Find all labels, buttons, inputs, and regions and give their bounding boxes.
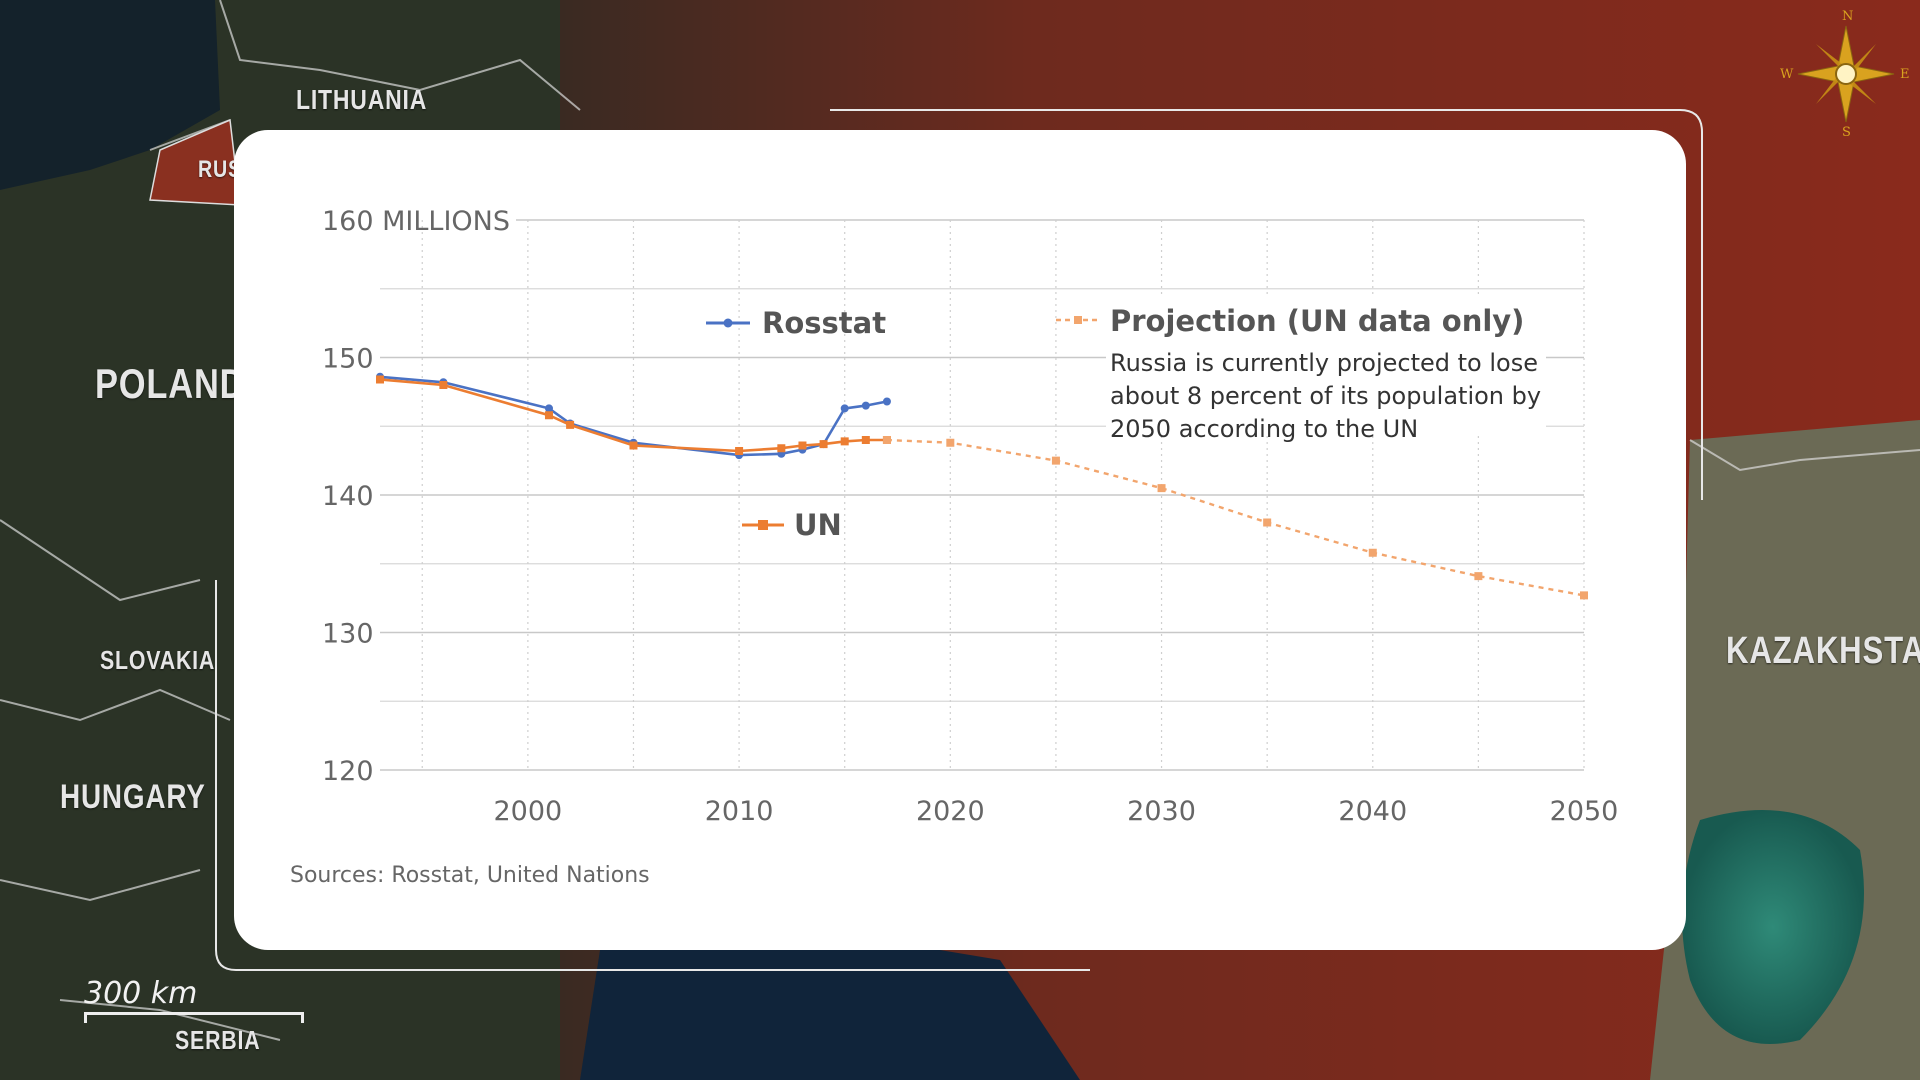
un-point bbox=[376, 375, 384, 384]
label-russia-exclave: RUS bbox=[198, 156, 243, 183]
un-point bbox=[629, 441, 638, 450]
un-point bbox=[439, 381, 448, 389]
un-point bbox=[735, 447, 744, 455]
rosstat-point bbox=[861, 401, 870, 410]
caspian-sea bbox=[1682, 810, 1864, 1044]
un-point bbox=[798, 441, 807, 450]
x-tick-label: 2030 bbox=[1127, 796, 1196, 827]
un-point bbox=[544, 411, 553, 420]
frame-line-top bbox=[830, 109, 1703, 500]
x-tick-label: 2050 bbox=[1550, 796, 1619, 827]
x-tick-label: 2020 bbox=[916, 796, 985, 827]
y-tick-label: 120 bbox=[322, 756, 374, 787]
projection-point bbox=[1051, 456, 1060, 465]
compass-n: N bbox=[1842, 9, 1853, 24]
x-tick-label: 2010 bbox=[705, 796, 774, 827]
compass-rose-icon: N E S W bbox=[1780, 9, 1910, 138]
projection-point bbox=[1368, 548, 1377, 557]
un-point bbox=[840, 437, 849, 446]
y-tick-label: 140 bbox=[322, 481, 374, 512]
border-lines bbox=[0, 0, 1920, 1041]
legend-projection-bg bbox=[1106, 296, 1546, 436]
series-line-projection-un-data-only- bbox=[886, 438, 1585, 597]
rosstat-point bbox=[840, 404, 849, 413]
label-hungary: HUNGARY bbox=[60, 778, 206, 816]
legend-projection-label: Projection (UN data only) bbox=[1110, 304, 1524, 338]
legend-rosstat-marker bbox=[723, 318, 733, 328]
axis-layer: 160 MILLIONS 150 140 130 120 2000 2010 2020 2030… bbox=[322, 206, 1618, 827]
scale-bar bbox=[84, 1012, 304, 1023]
chart-source: Sources: Rosstat, United Nations bbox=[290, 863, 650, 888]
legend-un-marker bbox=[758, 520, 768, 530]
projection-point bbox=[1474, 572, 1483, 581]
scale-label: 300 km bbox=[84, 976, 198, 1011]
projection-point bbox=[882, 436, 891, 444]
legend-projection-marker bbox=[1074, 316, 1082, 324]
rosstat-point bbox=[544, 404, 553, 413]
compass-w: W bbox=[1780, 67, 1794, 82]
un-point bbox=[777, 444, 786, 453]
black-sea bbox=[580, 930, 1080, 1080]
y-tick-label: 130 bbox=[322, 619, 374, 650]
un-point bbox=[566, 420, 575, 429]
un-point bbox=[819, 440, 828, 449]
y-tick-label: 150 bbox=[322, 344, 374, 375]
compass-s: S bbox=[1842, 125, 1851, 138]
population-chart: 160 MILLIONS 150 140 130 120 2000 2010 2020 2030… bbox=[290, 206, 1618, 888]
label-slovakia: SLOVAKIA bbox=[100, 645, 216, 675]
x-tick-label: 2040 bbox=[1338, 796, 1407, 827]
annotation-line-3: 2050 according to the UN bbox=[1110, 415, 1418, 443]
annotation-line-1: Russia is currently projected to lose bbox=[1110, 349, 1538, 377]
x-tick-label: 2000 bbox=[494, 796, 563, 827]
annotation-line-2: about 8 percent of its population by bbox=[1110, 382, 1541, 410]
un-point bbox=[861, 436, 870, 444]
series-layer bbox=[376, 372, 1588, 600]
rosstat-point bbox=[882, 397, 891, 406]
label-serbia: SERBIA bbox=[175, 1025, 261, 1055]
frame-line-bottom bbox=[215, 580, 1090, 971]
compass-e: E bbox=[1900, 67, 1910, 82]
label-poland: POLAND bbox=[95, 360, 246, 407]
chart-card: 160 MILLIONS 150 140 130 120 2000 2010 2020 2030… bbox=[234, 130, 1686, 950]
y-tick-label-top: 160 MILLIONS bbox=[322, 206, 510, 237]
legend-rosstat-label: Rosstat bbox=[762, 306, 886, 340]
projection-point bbox=[946, 438, 955, 447]
projection-point bbox=[1580, 591, 1588, 600]
legend-un-label: UN bbox=[794, 508, 842, 542]
label-lithuania: LITHUANIA bbox=[296, 84, 428, 115]
projection-point bbox=[1263, 518, 1272, 527]
label-kazakhstan: KAZAKHSTAN bbox=[1726, 630, 1920, 672]
baltic-sea bbox=[0, 0, 220, 190]
projection-point bbox=[1157, 484, 1166, 493]
